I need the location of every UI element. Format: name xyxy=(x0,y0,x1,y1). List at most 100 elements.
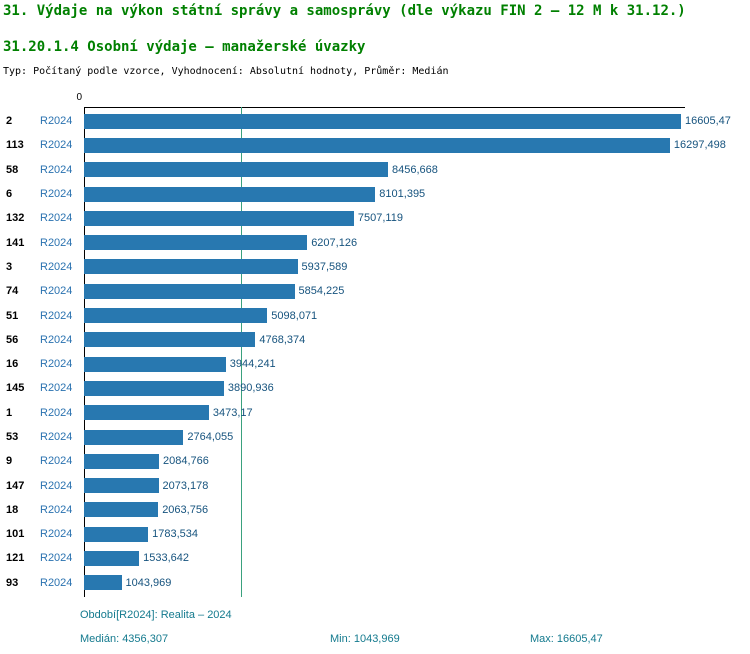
chart-row: 6 R2024 8101,395 xyxy=(0,182,750,206)
value-bar[interactable] xyxy=(84,526,149,542)
row-period-label: R2024 xyxy=(40,309,73,322)
bar-track: 7507,119 xyxy=(84,210,750,226)
row-label: 141 xyxy=(6,236,25,249)
row-period-label: R2024 xyxy=(40,236,73,249)
bar-track: 3890,936 xyxy=(84,380,750,396)
row-label: 51 xyxy=(6,309,19,322)
bar-track: 3944,241 xyxy=(84,356,750,372)
chart-row: 3 R2024 5937,589 xyxy=(0,255,750,279)
chart-row: 53 R2024 2764,055 xyxy=(0,425,750,449)
value-label: 2764,055 xyxy=(187,431,234,443)
value-bar[interactable] xyxy=(84,380,224,396)
row-label: 56 xyxy=(6,333,19,346)
value-label: 7507,119 xyxy=(357,212,403,225)
value-bar[interactable] xyxy=(84,429,184,445)
axis-top-line xyxy=(84,107,685,108)
row-period-label: R2024 xyxy=(40,115,73,128)
footer-median: Medián: 4356,307 xyxy=(80,633,169,645)
value-bar[interactable] xyxy=(84,575,122,591)
median-line xyxy=(240,107,242,597)
row-period-label: R2024 xyxy=(40,212,73,225)
chart-row: 101 R2024 1783,534 xyxy=(0,522,750,546)
axis-left-line xyxy=(84,107,85,597)
row-period-label: R2024 xyxy=(40,552,73,565)
bar-track: 4768,374 xyxy=(84,332,750,348)
footer-min: Min: 1043,969 xyxy=(330,633,400,645)
row-label: 121 xyxy=(6,552,25,565)
value-label: 8101,395 xyxy=(379,188,426,201)
chart-row: 1 R2024 3473,17 xyxy=(0,401,750,425)
row-label: 18 xyxy=(6,503,19,516)
row-period-label: R2024 xyxy=(40,479,73,492)
value-label: 2063,756 xyxy=(162,503,209,516)
value-label: 8456,668 xyxy=(392,163,438,176)
value-label: 3473,17 xyxy=(212,406,253,419)
chart-row: 141 R2024 6207,126 xyxy=(0,230,750,254)
bar-track: 1043,969 xyxy=(84,575,750,591)
bar-track: 2764,055 xyxy=(84,429,750,445)
value-bar[interactable] xyxy=(84,502,159,518)
value-bar[interactable] xyxy=(84,308,268,324)
bar-track: 16605,47 xyxy=(84,113,750,129)
value-label: 16297,498 xyxy=(673,139,726,152)
chart-row: 58 R2024 8456,668 xyxy=(0,158,750,182)
row-label: 93 xyxy=(6,576,19,589)
bar-track: 3473,17 xyxy=(84,405,750,421)
value-label: 6207,126 xyxy=(311,236,358,249)
value-bar[interactable] xyxy=(84,283,295,299)
bar-track: 1783,534 xyxy=(84,526,750,542)
row-period-label: R2024 xyxy=(40,163,73,176)
value-label: 5937,589 xyxy=(301,260,348,273)
bar-chart: 0 2 R2024 16605,47 113 R2024 16297,498 58 R2024… xyxy=(0,90,750,602)
value-bar[interactable] xyxy=(84,405,209,421)
chart-row: 132 R2024 7507,119 xyxy=(0,206,750,230)
chart-row: 93 R2024 1043,969 xyxy=(0,571,750,595)
value-bar[interactable] xyxy=(84,210,354,226)
chart-row: 51 R2024 5098,071 xyxy=(0,303,750,327)
bar-track: 5937,589 xyxy=(84,259,750,275)
value-bar[interactable] xyxy=(84,235,308,251)
row-label: 113 xyxy=(6,139,24,152)
row-label: 101 xyxy=(6,528,25,541)
value-bar[interactable] xyxy=(84,186,376,202)
value-bar[interactable] xyxy=(84,356,226,372)
row-period-label: R2024 xyxy=(40,139,73,152)
row-label: 132 xyxy=(6,212,25,225)
row-period-label: R2024 xyxy=(40,260,73,273)
bar-track: 6207,126 xyxy=(84,235,750,251)
value-label: 1783,534 xyxy=(152,528,198,541)
bar-track: 8101,395 xyxy=(84,186,750,202)
value-bar[interactable] xyxy=(84,162,388,178)
value-label: 2084,766 xyxy=(163,455,209,468)
value-bar[interactable] xyxy=(84,332,256,348)
bar-track: 16297,498 xyxy=(84,137,750,153)
value-label: 5098,071 xyxy=(271,309,318,322)
chart-row: 2 R2024 16605,47 xyxy=(0,109,750,133)
chart-row: 121 R2024 1533,642 xyxy=(0,546,750,570)
value-label: 4768,374 xyxy=(259,333,306,346)
value-bar[interactable] xyxy=(84,113,681,129)
value-bar[interactable] xyxy=(84,259,298,275)
bar-track: 2063,756 xyxy=(84,502,750,518)
bar-track: 5854,225 xyxy=(84,283,750,299)
row-period-label: R2024 xyxy=(40,576,73,589)
value-bar[interactable] xyxy=(84,550,140,566)
row-period-label: R2024 xyxy=(40,285,73,298)
value-label: 3944,241 xyxy=(229,358,276,371)
value-bar[interactable] xyxy=(84,137,670,153)
chart-row: 18 R2024 2063,756 xyxy=(0,498,750,522)
footer-max: Max: 16605,47 xyxy=(530,633,603,645)
chart-subtitle: 31.20.1.4 Osobní výdaje – manažerské úva… xyxy=(3,39,366,55)
row-period-label: R2024 xyxy=(40,382,73,395)
chart-row: 147 R2024 2073,178 xyxy=(0,473,750,497)
row-label: 3 xyxy=(6,260,13,273)
row-label: 2 xyxy=(6,115,13,128)
bar-track: 8456,668 xyxy=(84,162,750,178)
row-period-label: R2024 xyxy=(40,358,73,371)
value-bar[interactable] xyxy=(84,453,159,469)
row-label: 53 xyxy=(6,431,19,443)
page-title: 31. Výdaje na výkon státní správy a samo… xyxy=(3,3,686,19)
row-label: 9 xyxy=(6,455,13,468)
value-bar[interactable] xyxy=(84,478,159,494)
chart-row: 9 R2024 2084,766 xyxy=(0,449,750,473)
